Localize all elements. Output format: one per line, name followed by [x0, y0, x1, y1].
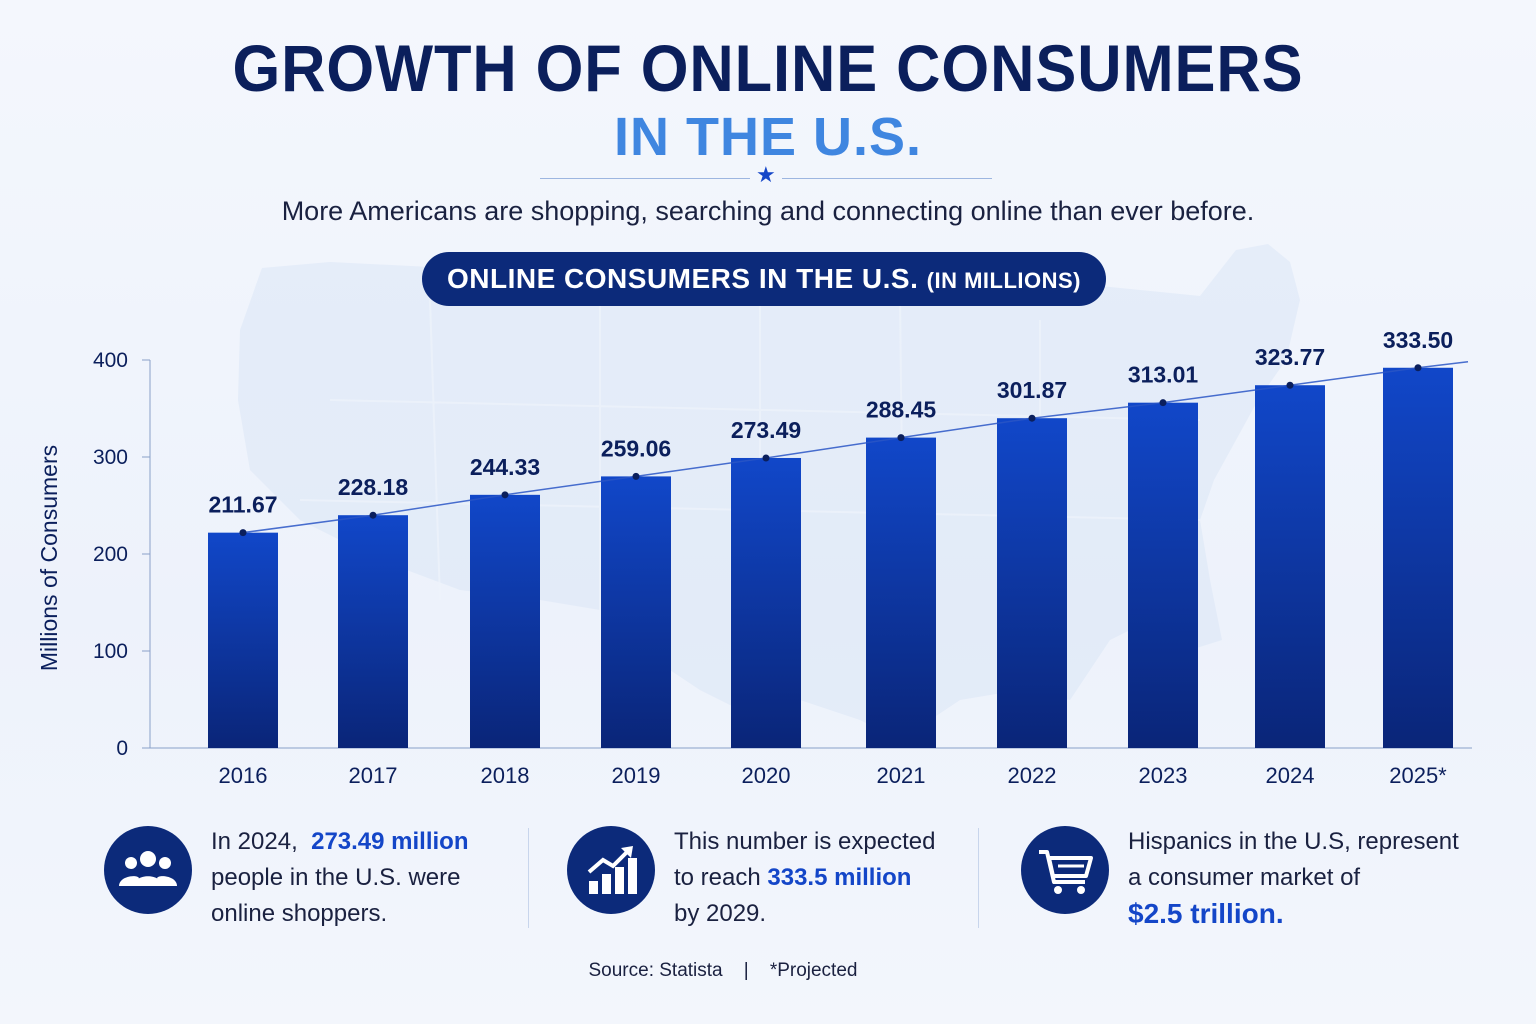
- people-icon: [119, 851, 177, 886]
- trend-point: [1414, 364, 1422, 372]
- stats-row: In 2024, 273.49 million people in the U.…: [0, 820, 1536, 940]
- trend-point: [369, 511, 377, 519]
- y-axis-title: Millions of Consumers: [36, 445, 62, 671]
- trend-point: [1159, 399, 1167, 407]
- stat-1-prefix: In 2024,: [211, 828, 298, 855]
- source-footer: Source: Statista | *Projected: [0, 960, 1446, 982]
- bar-2017: [338, 515, 408, 748]
- trend-point: [897, 434, 905, 442]
- tagline: More Americans are shopping, searching a…: [281, 196, 1255, 226]
- bar-2020: [731, 457, 801, 748]
- source-text: Source: Statista: [588, 960, 723, 981]
- trend-line-group: [238, 361, 1469, 537]
- stat-icon-circle: [567, 826, 655, 914]
- value-label: 244.33: [470, 454, 540, 480]
- value-label: 211.67: [208, 492, 277, 518]
- value-label: 228.18: [338, 474, 409, 500]
- trend-point: [1028, 414, 1036, 422]
- stat-3-highlight: $2.5 trillion.: [1128, 898, 1284, 929]
- y-tick-label: 300: [93, 446, 128, 469]
- category-label: 2021: [877, 763, 926, 788]
- stat-1-highlight: 273.49 million: [311, 828, 469, 855]
- divider-left: [540, 178, 750, 179]
- category-label: 2020: [742, 763, 791, 788]
- stat-projection: This number is expected to reach 333.5 m…: [567, 820, 967, 940]
- category-label: 2023: [1139, 763, 1188, 788]
- source-separator: |: [743, 960, 749, 981]
- stat-1-line2: people in the U.S. were: [211, 864, 461, 891]
- category-label: 2018: [481, 763, 530, 788]
- chart-title-main: ONLINE CONSUMERS IN THE U.S.: [446, 263, 919, 294]
- stat-icon-circle: [1021, 826, 1109, 914]
- stat-2-highlight: 333.5 million: [767, 864, 912, 891]
- category-label: 2019: [612, 763, 661, 788]
- stat-3-line1: Hispanics in the U.S, represent: [1128, 828, 1459, 855]
- stat-2-line3: by 2029.: [674, 900, 767, 927]
- stat-separator: [528, 828, 529, 928]
- shopping-cart-icon: [1039, 850, 1093, 894]
- bar-2016: [208, 532, 278, 748]
- star-icon: ★: [756, 162, 776, 187]
- trend-point: [239, 529, 247, 537]
- growth-chart-icon: [587, 846, 637, 894]
- trend-point: [1286, 381, 1294, 389]
- bar-2019: [601, 476, 671, 748]
- stat-2-prefix: to reach: [674, 864, 761, 891]
- value-label: 273.49: [731, 417, 801, 443]
- stat-separator: [978, 828, 979, 928]
- y-tick-label: 200: [93, 543, 128, 566]
- bar-2022: [997, 418, 1067, 748]
- value-label: 313.01: [1128, 362, 1199, 388]
- stat-icon-circle: [104, 826, 192, 914]
- bar-2023: [1128, 402, 1198, 748]
- divider-right: [782, 178, 992, 179]
- value-label: 323.77: [1255, 344, 1325, 370]
- stat-text: In 2024, 273.49 million people in the U.…: [211, 824, 469, 932]
- category-label: 2024: [1266, 763, 1315, 788]
- stat-text: This number is expected to reach 333.5 m…: [674, 824, 935, 932]
- value-label: 288.45: [866, 397, 937, 423]
- category-labels-group: 2016 2017 2018 2019 2020 2021 2022 2023 2024 2025…: [219, 763, 1448, 788]
- trend-line: [238, 361, 1469, 536]
- chart-title-unit: (IN MILLIONS): [926, 268, 1082, 293]
- page-title: GROWTH OF ONLINE CONSUMERS: [232, 31, 1304, 105]
- stat-hispanic-market: Hispanics in the U.S, represent a consum…: [1021, 820, 1481, 940]
- trend-point: [632, 472, 640, 480]
- bar-2024: [1255, 385, 1325, 748]
- y-tick-label: 400: [93, 349, 128, 372]
- bars-group: [208, 367, 1453, 748]
- projected-note: *Projected: [769, 960, 858, 981]
- stat-1-line3: online shoppers.: [211, 900, 388, 927]
- value-label: 333.50: [1383, 327, 1453, 353]
- value-label: 259.06: [601, 435, 671, 461]
- category-label: 2025*: [1389, 763, 1447, 788]
- bar-2021: [866, 437, 936, 748]
- value-labels-group: 211.67 228.18 244.33 259.06 273.49 288.45 301.…: [208, 327, 1453, 518]
- bar-2018: [470, 494, 540, 748]
- trend-point: [762, 454, 770, 462]
- category-label: 2022: [1008, 763, 1057, 788]
- bar-2025: [1383, 367, 1453, 748]
- stat-3-line2: a consumer market of: [1128, 864, 1361, 891]
- value-label: 301.87: [997, 377, 1067, 403]
- chart-title-pill: ONLINE CONSUMERS IN THE U.S. (IN MILLION…: [422, 252, 1106, 306]
- y-tick-label: 100: [93, 640, 128, 663]
- stat-2-line1: This number is expected: [674, 828, 936, 855]
- category-label: 2017: [349, 763, 398, 788]
- trend-point: [501, 491, 509, 499]
- category-label: 2016: [219, 763, 268, 788]
- page-subtitle: IN THE U.S.: [613, 107, 923, 167]
- y-tick-label: 0: [116, 737, 128, 760]
- stat-online-shoppers: In 2024, 273.49 million people in the U.…: [104, 820, 524, 940]
- stat-text: Hispanics in the U.S, represent a consum…: [1128, 824, 1459, 932]
